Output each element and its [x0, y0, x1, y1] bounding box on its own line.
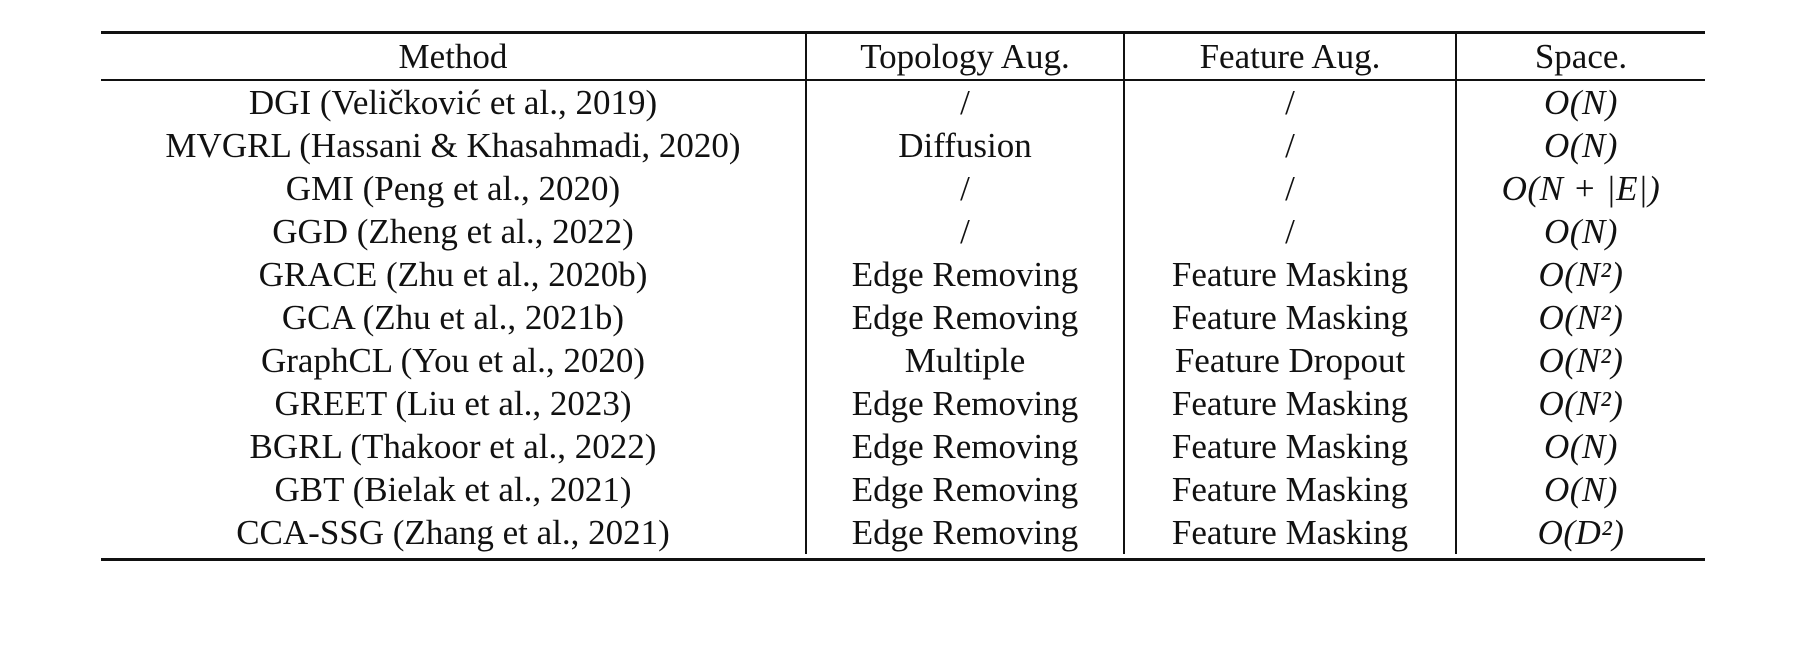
header-method: Method: [101, 34, 807, 79]
space-complexity-cell: O(N): [1544, 125, 1618, 165]
topology-aug-cell: Multiple: [807, 339, 1125, 382]
feature-aug-cell: Feature Masking: [1125, 253, 1457, 296]
method-cell: GRACE (Zhu et al., 2020b): [101, 253, 807, 296]
table-header-row: Method Topology Aug. Feature Aug. Space.: [101, 34, 1705, 81]
space-complexity-cell: O(N): [1544, 82, 1618, 122]
topology-aug-cell: Edge Removing: [807, 425, 1125, 468]
table-row: GBT (Bielak et al., 2021) Edge Removing Fe…: [101, 468, 1705, 511]
feature-aug-cell: Feature Masking: [1125, 468, 1457, 511]
space-complexity-cell: O(N): [1544, 211, 1618, 251]
topology-aug-cell: /: [807, 167, 1125, 210]
space-complexity-cell: O(D²): [1537, 512, 1625, 552]
method-cell: GBT (Bielak et al., 2021): [101, 468, 807, 511]
space-complexity-cell: O(N + |E|): [1501, 168, 1661, 208]
topology-aug-cell: Edge Removing: [807, 253, 1125, 296]
method-cell: GMI (Peng et al., 2020): [101, 167, 807, 210]
topology-aug-cell: /: [807, 210, 1125, 253]
header-feature-aug: Feature Aug.: [1125, 34, 1457, 79]
header-space: Space.: [1534, 36, 1628, 76]
table-row: GRACE (Zhu et al., 2020b) Edge Removing Fe…: [101, 253, 1705, 296]
space-complexity-cell: O(N): [1544, 426, 1618, 466]
feature-aug-cell: /: [1125, 167, 1457, 210]
method-cell: GCA (Zhu et al., 2021b): [101, 296, 807, 339]
method-cell: GGD (Zheng et al., 2022): [101, 210, 807, 253]
topology-aug-cell: /: [807, 81, 1125, 124]
space-complexity-cell: O(N²): [1538, 297, 1624, 337]
feature-aug-cell: Feature Masking: [1125, 511, 1457, 554]
table-row: GREET (Liu et al., 2023) Edge Removing Fea…: [101, 382, 1705, 425]
method-cell: GraphCL (You et al., 2020): [101, 339, 807, 382]
method-cell: CCA-SSG (Zhang et al., 2021): [101, 511, 807, 554]
topology-aug-cell: Edge Removing: [807, 468, 1125, 511]
method-cell: GREET (Liu et al., 2023): [101, 382, 807, 425]
space-complexity-cell: O(N²): [1538, 254, 1624, 294]
feature-aug-cell: Feature Masking: [1125, 382, 1457, 425]
space-complexity-cell: O(N²): [1538, 383, 1624, 423]
topology-aug-cell: Edge Removing: [807, 296, 1125, 339]
feature-aug-cell: /: [1125, 210, 1457, 253]
table-row: GraphCL (You et al., 2020) Multiple Featur…: [101, 339, 1705, 382]
table-row: CCA-SSG (Zhang et al., 2021) Edge Removin…: [101, 511, 1705, 554]
table-row: DGI (Veličković et al., 2019) / / O(N): [101, 81, 1705, 124]
method-cell: MVGRL (Hassani & Khasahmadi, 2020): [101, 124, 807, 167]
topology-aug-cell: Diffusion: [807, 124, 1125, 167]
table-body: DGI (Veličković et al., 2019) / / O(N) MVGRL…: [101, 81, 1705, 558]
space-complexity-cell: O(N²): [1538, 340, 1624, 380]
feature-aug-cell: Feature Masking: [1125, 425, 1457, 468]
feature-aug-cell: /: [1125, 124, 1457, 167]
feature-aug-cell: /: [1125, 81, 1457, 124]
feature-aug-cell: Feature Masking: [1125, 296, 1457, 339]
table-row: MVGRL (Hassani & Khasahmadi, 2020) Diffus…: [101, 124, 1705, 167]
table-row: GCA (Zhu et al., 2021b) Edge Removing Feat…: [101, 296, 1705, 339]
header-topology-aug: Topology Aug.: [807, 34, 1125, 79]
table-row: BGRL (Thakoor et al., 2022) Edge Removing…: [101, 425, 1705, 468]
method-cell: DGI (Veličković et al., 2019): [101, 81, 807, 124]
topology-aug-cell: Edge Removing: [807, 511, 1125, 554]
topology-aug-cell: Edge Removing: [807, 382, 1125, 425]
method-cell: BGRL (Thakoor et al., 2022): [101, 425, 807, 468]
table-row: GGD (Zheng et al., 2022) / / O(N): [101, 210, 1705, 253]
space-complexity-cell: O(N): [1544, 469, 1618, 509]
comparison-table: Method Topology Aug. Feature Aug. Space.…: [101, 31, 1705, 561]
table-row: GMI (Peng et al., 2020) / / O(N + |E|): [101, 167, 1705, 210]
feature-aug-cell: Feature Dropout: [1125, 339, 1457, 382]
